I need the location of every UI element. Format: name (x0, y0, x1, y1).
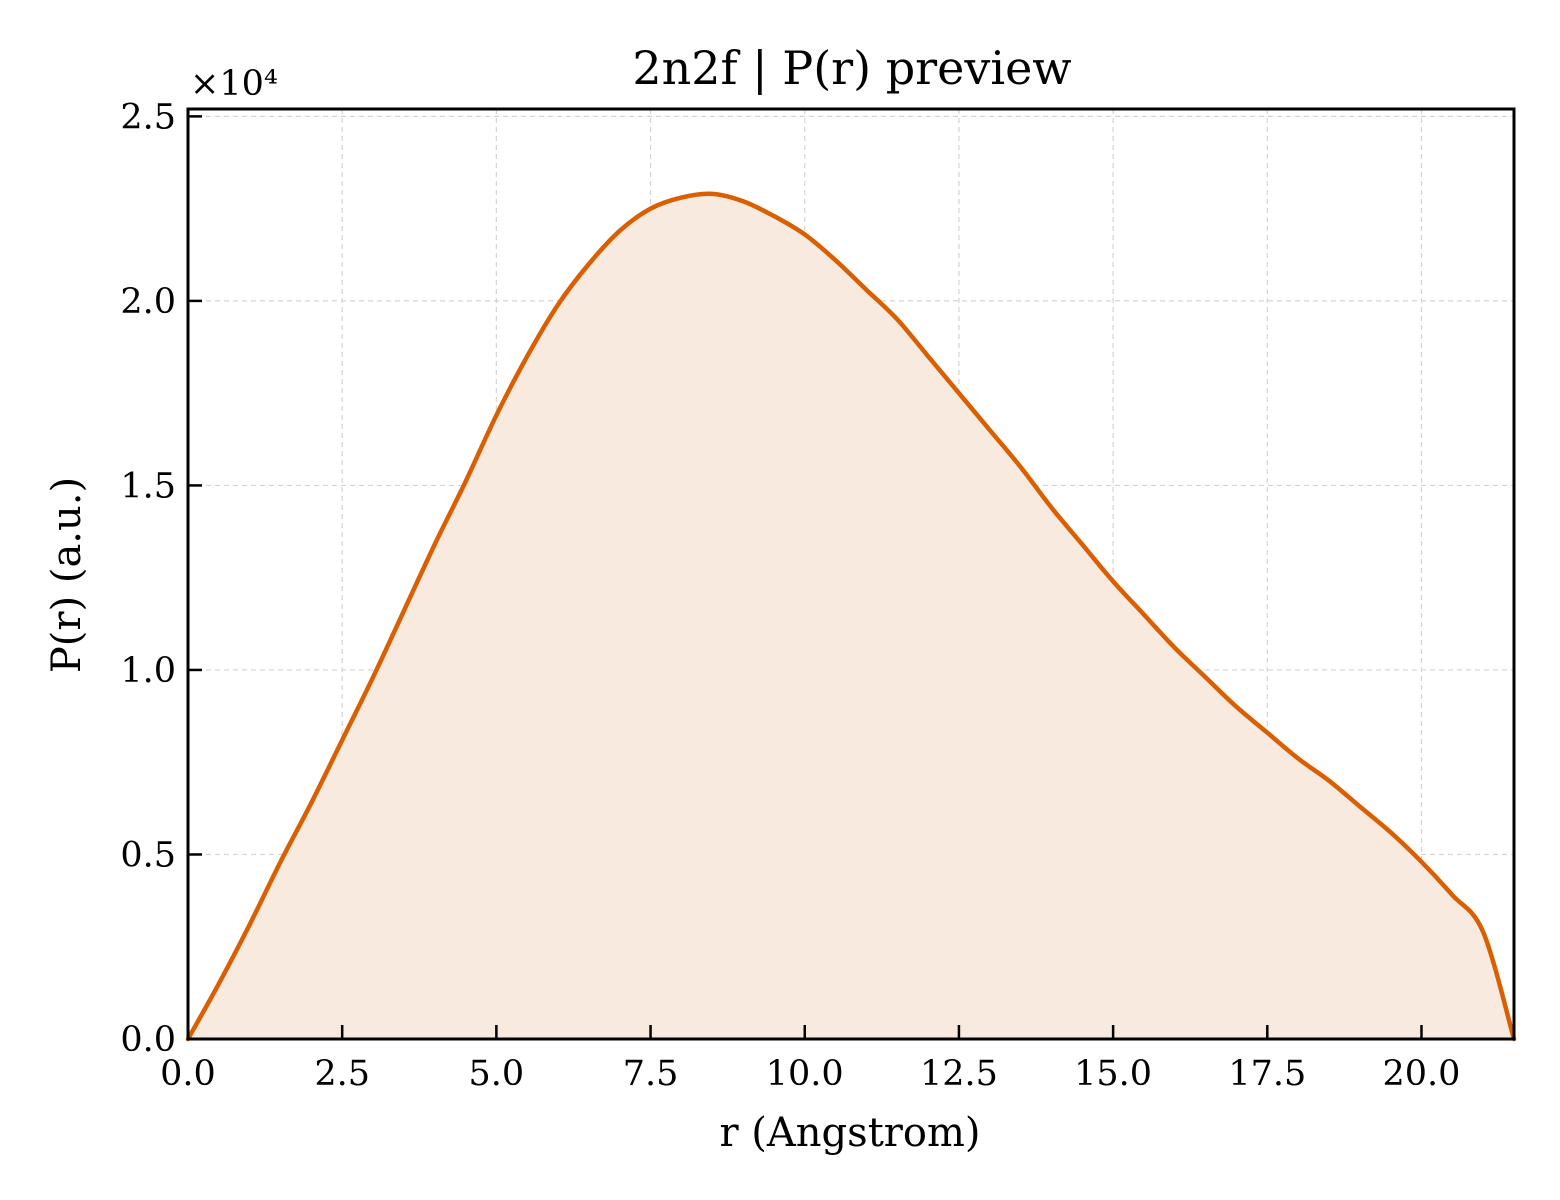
x-tick-label: 0.0 (160, 1054, 216, 1094)
y-tick-label: 2.5 (120, 97, 176, 137)
y-tick-label: 0.0 (120, 1020, 176, 1060)
x-tick-label: 15.0 (1074, 1054, 1152, 1094)
x-tick-label: 10.0 (766, 1054, 844, 1094)
pr-area-fill (188, 193, 1514, 1039)
y-tick-label: 1.5 (120, 466, 176, 506)
x-tick-label: 7.5 (623, 1054, 679, 1094)
x-tick-label: 17.5 (1228, 1054, 1306, 1094)
y-tick-label: 2.0 (120, 282, 176, 322)
x-tick-label: 20.0 (1383, 1054, 1461, 1094)
y-axis-offset-label: ×10⁴ (190, 64, 278, 104)
y-tick-label: 1.0 (120, 651, 176, 691)
axes-frame (186, 107, 1516, 1041)
pr-curve-line (185, 191, 1517, 1042)
y-axis-label: P(r) (a.u.) (44, 477, 90, 673)
x-tick-label: 5.0 (469, 1054, 525, 1094)
x-tick-label: 12.5 (920, 1054, 998, 1094)
y-tick-label: 0.5 (120, 835, 176, 875)
x-axis-label: r (Angstrom) (719, 1110, 980, 1156)
chart-title: 2n2f | P(r) preview (632, 41, 1071, 95)
axis-ticks: 0.0 2.5 5.0 7.5 10.0 12.5 15.0 17.5 20.0 0.0 0.5 1.… (120, 97, 1460, 1094)
x-tick-label: 2.5 (314, 1054, 370, 1094)
